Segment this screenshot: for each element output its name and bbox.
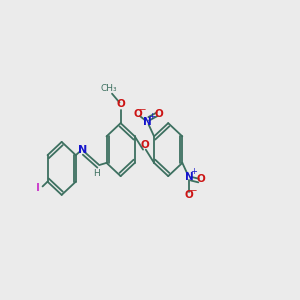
Text: −: − — [189, 185, 196, 194]
Text: O: O — [185, 190, 194, 200]
Text: −: − — [138, 105, 145, 114]
Text: O: O — [140, 140, 149, 150]
Text: I: I — [37, 183, 41, 193]
Text: H: H — [93, 169, 100, 178]
Text: O: O — [116, 99, 125, 109]
Text: O: O — [155, 109, 164, 119]
Text: N: N — [143, 117, 152, 128]
Text: N: N — [185, 172, 194, 182]
Text: +: + — [148, 112, 155, 122]
Text: O: O — [196, 174, 205, 184]
Text: N: N — [77, 145, 87, 154]
Text: CH₃: CH₃ — [100, 84, 117, 93]
Text: +: + — [190, 167, 196, 176]
Text: O: O — [134, 109, 142, 119]
